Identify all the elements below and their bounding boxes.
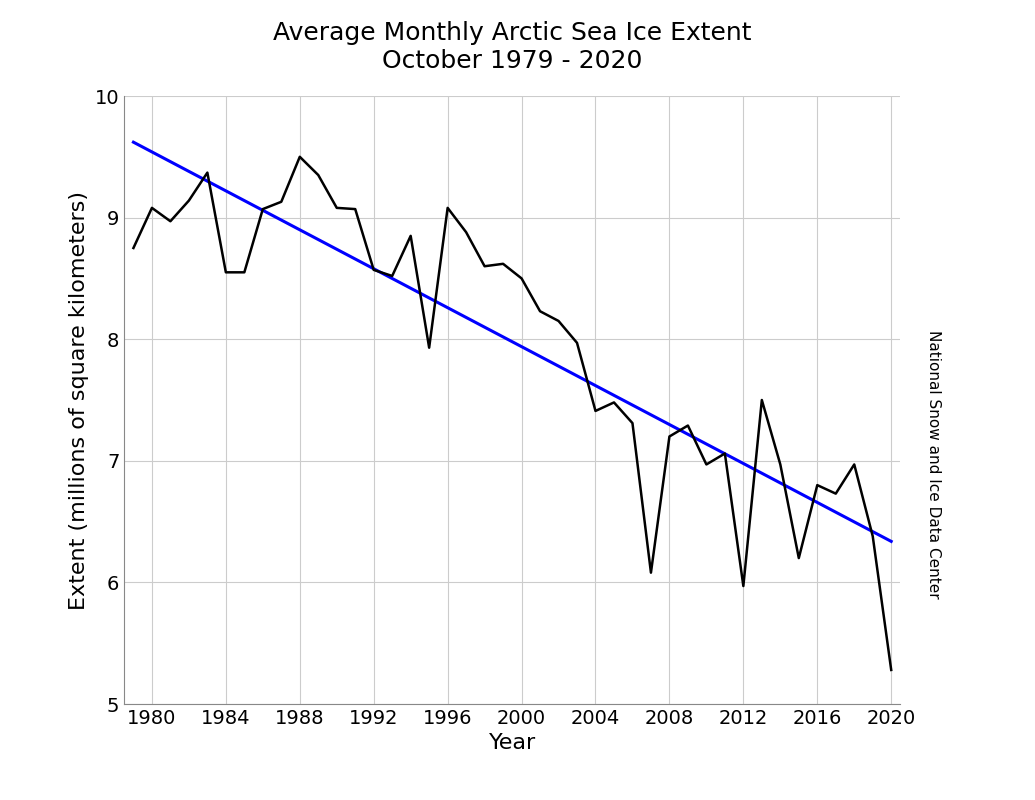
Text: National Snow and Ice Data Center: National Snow and Ice Data Center bbox=[926, 330, 941, 598]
Y-axis label: Extent (millions of square kilometers): Extent (millions of square kilometers) bbox=[69, 190, 89, 610]
Title: Average Monthly Arctic Sea Ice Extent
October 1979 - 2020: Average Monthly Arctic Sea Ice Extent Oc… bbox=[273, 22, 751, 74]
X-axis label: Year: Year bbox=[489, 734, 536, 754]
